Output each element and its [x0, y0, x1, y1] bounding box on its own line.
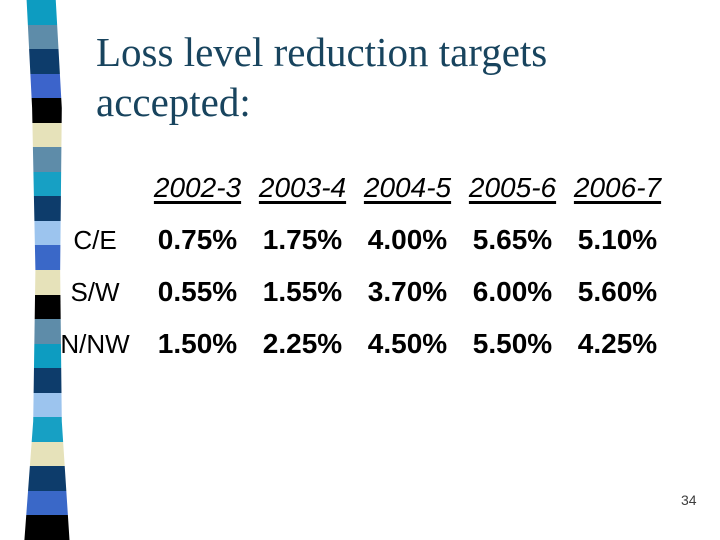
stripe-block [24, 417, 70, 442]
value-cell: 5.65% [472, 224, 553, 255]
slide-title-line1: Loss level reduction targets [96, 29, 548, 75]
table-body: C/E 0.75% 1.75% 4.00% 5.65% 5.10% S/W 0.55% 1.55… [45, 214, 670, 370]
value-cell: 1.50% [157, 328, 238, 359]
stripe-block [24, 24, 70, 50]
value-cell: 1.75% [262, 224, 343, 255]
value-cell: 0.55% [157, 276, 238, 307]
stripe-block [24, 368, 70, 393]
value-cell: 6.00% [472, 276, 553, 307]
column-header: 2006-7 [573, 172, 662, 203]
stripe-block [24, 122, 70, 148]
value-cell: 0.75% [157, 224, 238, 255]
stripe-block [24, 441, 70, 467]
value-cell: 3.70% [367, 276, 448, 307]
value-cell: 4.00% [367, 224, 448, 255]
row-label: N/NW [60, 328, 130, 359]
value-cell: 2.25% [262, 328, 343, 359]
column-header: 2005-6 [468, 172, 557, 203]
value-cell: 4.25% [577, 328, 658, 359]
column-header: 2004-5 [363, 172, 452, 203]
row-label: C/E [73, 224, 117, 255]
row-label: S/W [70, 276, 120, 307]
stripe-block [24, 98, 70, 123]
page-number: 34 [681, 492, 697, 508]
stripe-block [24, 73, 70, 99]
slide-title-line2: accepted: [96, 79, 251, 125]
value-cell: 1.55% [262, 276, 343, 307]
stripe-block [24, 49, 70, 74]
loss-targets-table: 2002-3 2003-4 2004-5 2005-6 2006-7 C/E 0.75% 1… [45, 162, 670, 370]
stripe-block [24, 490, 70, 516]
table-header-row: 2002-3 2003-4 2004-5 2005-6 2006-7 [45, 162, 670, 214]
slide-title: Loss level reduction targets accepted: [96, 27, 547, 127]
table-row: N/NW 1.50% 2.25% 4.50% 5.50% 4.25% [45, 318, 670, 370]
value-cell: 5.10% [577, 224, 658, 255]
stripe-block [24, 466, 70, 491]
table-row: S/W 0.55% 1.55% 3.70% 6.00% 5.60% [45, 266, 670, 318]
value-cell: 4.50% [367, 328, 448, 359]
value-cell: 5.60% [577, 276, 658, 307]
table-row: C/E 0.75% 1.75% 4.00% 5.65% 5.10% [45, 214, 670, 266]
column-header: 2002-3 [153, 172, 242, 203]
value-cell: 5.50% [472, 328, 553, 359]
stripe-block [24, 0, 70, 25]
column-header: 2003-4 [258, 172, 347, 203]
stripe-block [24, 392, 70, 418]
stripe-block [24, 515, 70, 540]
